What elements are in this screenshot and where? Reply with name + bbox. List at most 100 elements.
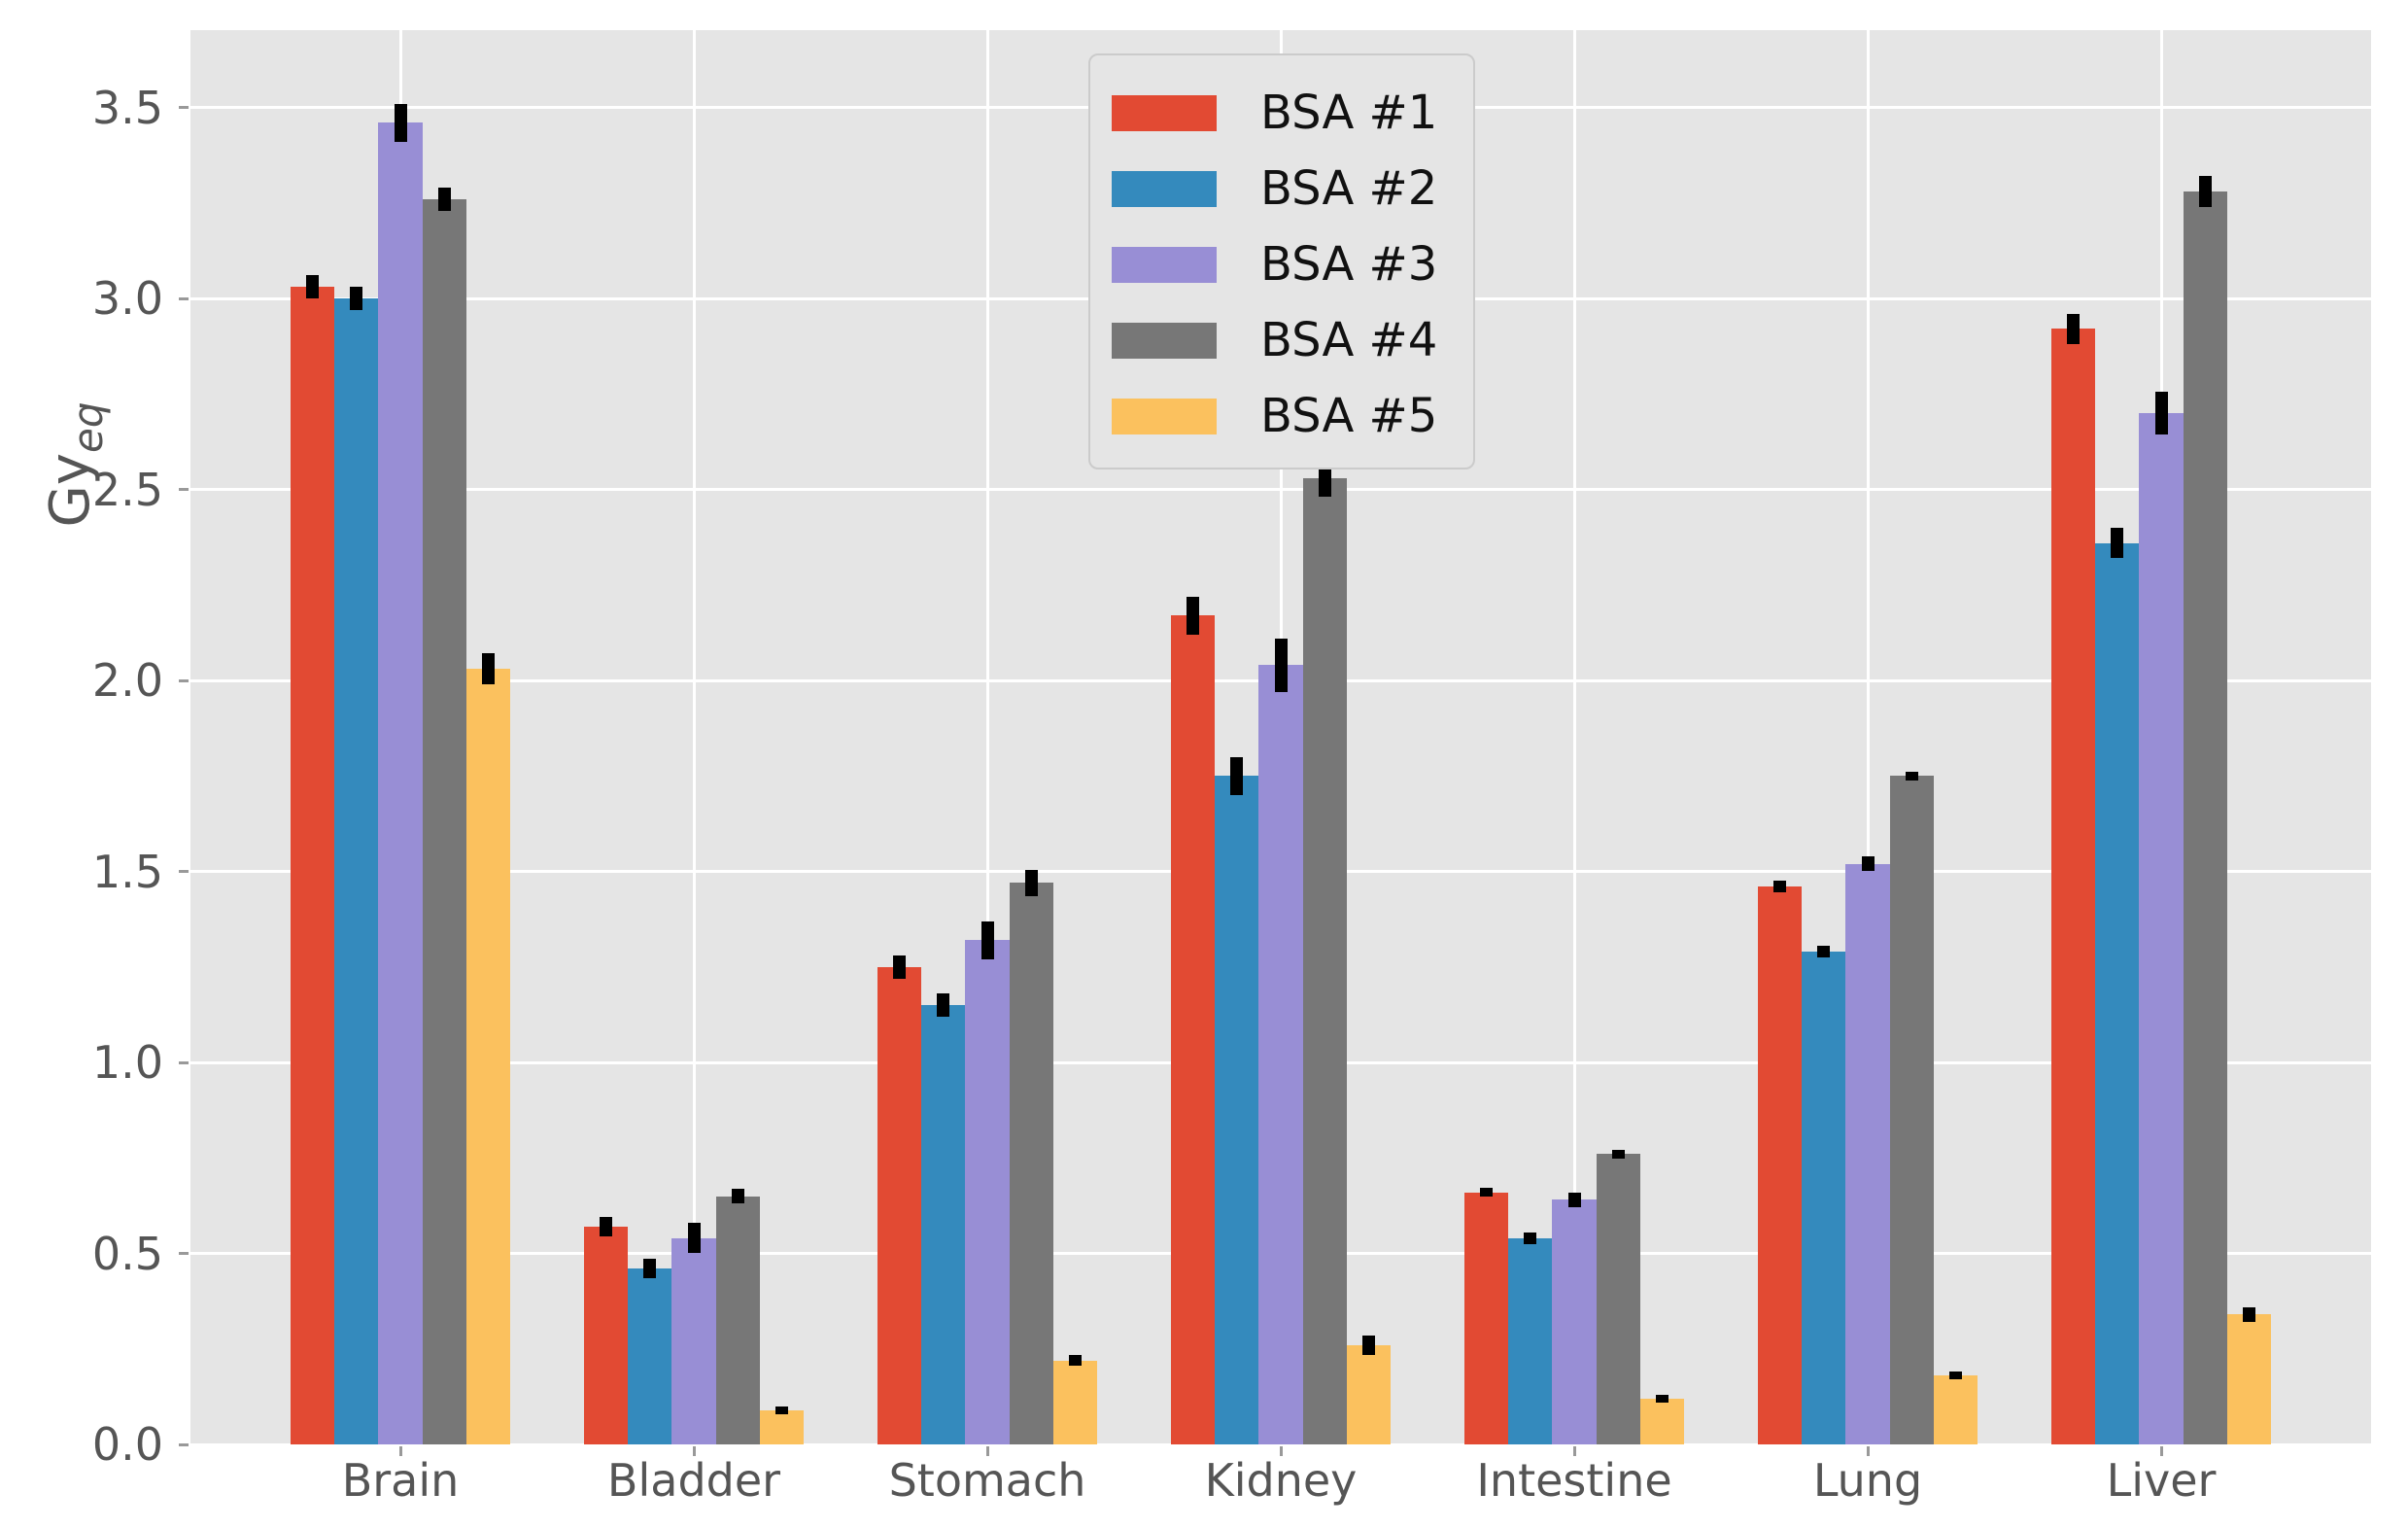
y-tick-mark bbox=[179, 678, 189, 682]
x-tick-label-stomach: Stomach bbox=[888, 1454, 1086, 1507]
error-bar bbox=[731, 1188, 744, 1204]
error-bar bbox=[2067, 313, 2081, 345]
bar-bsa-1-stomach bbox=[877, 966, 922, 1444]
bar-bsa-3-stomach bbox=[965, 940, 1010, 1444]
y-tick-mark bbox=[179, 106, 189, 109]
error-bar bbox=[1480, 1187, 1494, 1198]
error-bar bbox=[600, 1217, 613, 1236]
bar-bsa-3-kidney bbox=[1258, 665, 1303, 1444]
legend-swatch bbox=[1112, 246, 1217, 283]
bar-bsa-2-kidney bbox=[1215, 776, 1259, 1444]
legend-item-bsa-3: BSA #3 bbox=[1112, 226, 1444, 302]
gridline-vertical bbox=[985, 30, 989, 1444]
error-bar bbox=[1817, 946, 1831, 957]
bar-bsa-3-brain bbox=[378, 122, 423, 1444]
legend-label: BSA #5 bbox=[1260, 389, 1438, 443]
bar-bsa-4-brain bbox=[422, 198, 466, 1444]
y-axis-label: Gyeq bbox=[39, 400, 113, 527]
y-tick-label: 3.0 bbox=[91, 272, 163, 325]
x-tick-label-liver: Liver bbox=[2106, 1454, 2217, 1507]
y-tick-mark bbox=[179, 1060, 189, 1064]
error-bar bbox=[893, 955, 907, 979]
error-bar bbox=[481, 653, 495, 684]
bar-bsa-4-bladder bbox=[715, 1196, 760, 1444]
x-tick-mark bbox=[985, 1446, 989, 1456]
error-bar bbox=[2154, 392, 2168, 434]
bar-bsa-1-brain bbox=[291, 287, 335, 1444]
y-tick-label: 1.5 bbox=[91, 845, 163, 898]
legend-swatch bbox=[1112, 94, 1217, 131]
legend: BSA #1 BSA #2 BSA #3 BSA #4 BSA #5 bbox=[1088, 53, 1475, 469]
x-tick-label-kidney: Kidney bbox=[1204, 1454, 1358, 1507]
error-bar bbox=[1274, 638, 1288, 692]
y-tick-label: 2.5 bbox=[91, 463, 163, 516]
error-bar bbox=[1905, 771, 1918, 781]
y-tick-label: 0.0 bbox=[91, 1418, 163, 1471]
bar-bsa-3-intestine bbox=[1552, 1199, 1597, 1444]
error-bar bbox=[1655, 1394, 1668, 1403]
bar-bsa-5-brain bbox=[465, 669, 510, 1444]
x-tick-mark bbox=[398, 1446, 402, 1456]
bar-bsa-5-stomach bbox=[1052, 1360, 1097, 1444]
y-tick-mark bbox=[179, 1252, 189, 1255]
y-tick-mark bbox=[179, 296, 189, 300]
legend-label: BSA #3 bbox=[1260, 237, 1438, 292]
y-tick-label: 1.0 bbox=[91, 1036, 163, 1089]
legend-item-bsa-5: BSA #5 bbox=[1112, 378, 1444, 454]
y-tick-mark bbox=[179, 1442, 189, 1446]
legend-swatch bbox=[1112, 170, 1217, 207]
x-tick-mark bbox=[2159, 1446, 2163, 1456]
error-bar bbox=[350, 287, 363, 310]
bar-bsa-5-lung bbox=[1933, 1375, 1978, 1444]
legend-item-bsa-2: BSA #2 bbox=[1112, 151, 1444, 226]
bar-bsa-4-intestine bbox=[1596, 1154, 1640, 1444]
bar-bsa-1-bladder bbox=[584, 1226, 629, 1444]
legend-swatch bbox=[1112, 398, 1217, 434]
error-bar bbox=[1024, 869, 1038, 897]
x-tick-label-bladder: Bladder bbox=[606, 1454, 781, 1507]
bar-bsa-2-intestine bbox=[1508, 1237, 1553, 1444]
gridline-vertical bbox=[692, 30, 696, 1444]
x-tick-mark bbox=[1866, 1446, 1870, 1456]
legend-item-bsa-1: BSA #1 bbox=[1112, 75, 1444, 151]
bar-bsa-5-liver bbox=[2226, 1314, 2271, 1444]
error-bar bbox=[1524, 1232, 1537, 1244]
legend-label: BSA #1 bbox=[1260, 86, 1438, 140]
error-bar bbox=[1611, 1149, 1625, 1160]
y-tick-label: 3.5 bbox=[91, 81, 163, 134]
bar-bsa-1-kidney bbox=[1171, 615, 1216, 1444]
error-bar bbox=[306, 275, 320, 298]
error-bar bbox=[937, 993, 950, 1017]
bar-bsa-4-kidney bbox=[1302, 477, 1347, 1444]
bar-bsa-5-kidney bbox=[1346, 1344, 1391, 1444]
legend-item-bsa-4: BSA #4 bbox=[1112, 302, 1444, 378]
bar-bsa-4-lung bbox=[1889, 776, 1934, 1444]
x-tick-label-lung: Lung bbox=[1812, 1454, 1923, 1507]
y-tick-label: 0.5 bbox=[91, 1227, 163, 1280]
y-axis-label-subscript: eq bbox=[64, 400, 113, 453]
error-bar bbox=[2111, 527, 2124, 559]
bar-bsa-4-stomach bbox=[1009, 883, 1053, 1444]
error-bar bbox=[980, 920, 994, 959]
legend-label: BSA #2 bbox=[1260, 161, 1438, 216]
bar-bsa-3-lung bbox=[1845, 863, 1890, 1444]
error-bar bbox=[394, 103, 407, 142]
gridline-vertical bbox=[1866, 30, 1870, 1444]
x-tick-mark bbox=[1279, 1446, 1283, 1456]
x-tick-mark bbox=[1572, 1446, 1576, 1456]
bar-bsa-4-liver bbox=[2183, 191, 2227, 1444]
error-bar bbox=[1861, 855, 1875, 872]
y-tick-label: 2.0 bbox=[91, 654, 163, 707]
error-bar bbox=[1068, 1354, 1082, 1367]
y-axis-label-main: Gy bbox=[39, 452, 103, 527]
bar-bsa-5-bladder bbox=[759, 1409, 804, 1444]
error-bar bbox=[2242, 1306, 2255, 1323]
bar-bsa-3-liver bbox=[2139, 412, 2184, 1444]
gridline-horizontal bbox=[190, 1442, 2371, 1446]
error-bar bbox=[1948, 1372, 1962, 1380]
bar-bsa-2-lung bbox=[1802, 952, 1846, 1444]
x-tick-label-intestine: Intestine bbox=[1476, 1454, 1672, 1507]
x-tick-mark bbox=[692, 1446, 696, 1456]
error-bar bbox=[1230, 756, 1244, 795]
